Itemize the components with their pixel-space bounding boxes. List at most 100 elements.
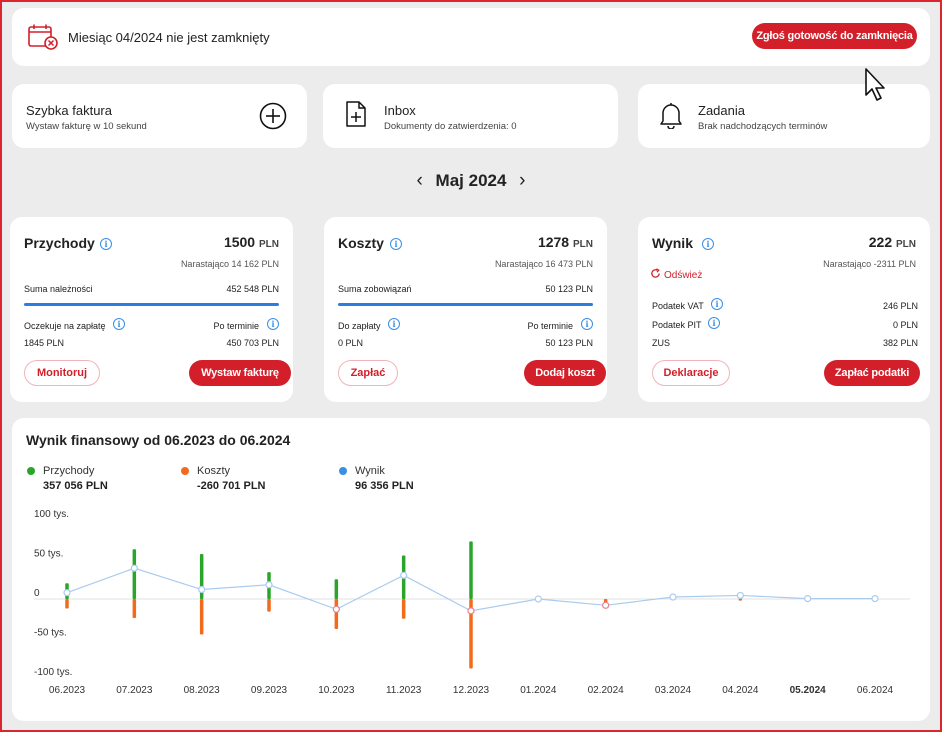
mouse-cursor-icon — [865, 68, 885, 101]
monitor-button[interactable]: Monitoruj — [24, 360, 100, 386]
sum-value: 452 548 PLN — [226, 284, 279, 294]
awaiting-value: 1845 PLN — [24, 338, 65, 348]
to-pay-label: Do zapłaty — [338, 321, 381, 331]
current-month-label: Maj 2024 — [435, 171, 507, 190]
result-point — [602, 601, 610, 609]
info-icon[interactable]: i — [581, 318, 593, 330]
y-tick-label: -100 tys. — [34, 667, 72, 678]
add-cost-button[interactable]: Dodaj koszt — [524, 360, 606, 386]
legend-item-przychody[interactable]: Przychody 357 056 PLN — [27, 462, 108, 492]
card-title: Przychody — [24, 235, 95, 251]
x-tick-label: 09.2023 — [251, 685, 288, 696]
card-amount: 222 PLN — [869, 234, 916, 250]
sum-label: Suma należności — [24, 284, 93, 294]
overdue-value: 50 123 PLN — [545, 338, 593, 348]
result-point — [804, 595, 812, 603]
bell-icon — [658, 101, 684, 134]
prev-month-chevron-icon[interactable]: ‹ — [416, 170, 423, 191]
x-tick-label: 06.2024 — [857, 685, 894, 696]
refresh-icon — [651, 268, 660, 278]
info-icon[interactable]: i — [711, 298, 723, 310]
amount-value: 222 — [868, 234, 893, 250]
x-tick-label: 03.2024 — [655, 685, 692, 696]
tile-title: Zadania — [698, 103, 745, 118]
financial-result-chart-card: Wynik finansowy od 06.2023 do 06.2024 Pr… — [12, 418, 930, 721]
result-point — [669, 593, 677, 601]
document-plus-icon — [345, 100, 367, 133]
y-tick-label: -50 tys. — [34, 628, 67, 639]
month-navigation: ‹ Maj 2024 › — [0, 170, 942, 192]
info-icon[interactable]: i — [100, 238, 112, 250]
report-ready-button[interactable]: Zgłoś gotowość do zamknięcia — [752, 23, 917, 49]
pay-button[interactable]: Zapłać — [338, 360, 398, 386]
refresh-button[interactable]: Odśwież — [650, 268, 702, 281]
tasks-tile[interactable]: Zadania Brak nadchodzących terminów — [638, 84, 930, 148]
info-icon[interactable]: i — [267, 318, 279, 330]
currency: PLN — [259, 239, 279, 250]
issue-invoice-button[interactable]: Wystaw fakturę — [189, 360, 291, 386]
bar-przychody — [469, 541, 473, 599]
x-tick-label: 04.2024 — [722, 685, 759, 696]
legend-item-koszty[interactable]: Koszty -260 701 PLN — [181, 462, 265, 492]
to-pay-value: 0 PLN — [338, 338, 364, 348]
card-amount: 1278 PLN — [538, 234, 593, 250]
bar-koszty — [267, 599, 271, 612]
info-icon[interactable]: i — [388, 318, 400, 330]
pit-value: 0 PLN — [892, 320, 918, 330]
pit-label: Podatek PIT — [652, 320, 702, 330]
x-tick-label: 11.2023 — [386, 685, 422, 696]
tile-title: Szybka faktura — [26, 103, 112, 118]
vat-label: Podatek VAT — [652, 301, 704, 311]
month-status-banner: Miesiąc 04/2024 nie jest zamknięty Zgłoś… — [12, 8, 930, 66]
progress-bar — [338, 303, 593, 306]
vat-value: 246 PLN — [882, 301, 918, 311]
card-title: Wynik — [652, 235, 693, 251]
legend-dot — [27, 466, 35, 475]
y-tick-label: 50 tys. — [34, 549, 63, 560]
x-tick-label: 07.2023 — [116, 685, 153, 696]
x-tick-label: 06.2023 — [49, 685, 86, 696]
info-icon[interactable]: i — [113, 318, 125, 330]
progress-bar — [24, 303, 279, 306]
result-point — [130, 564, 138, 572]
sum-value: 50 123 PLN — [545, 284, 593, 294]
pay-taxes-button[interactable]: Zapłać podatki — [824, 360, 920, 386]
y-tick-label: 100 tys. — [34, 509, 69, 520]
chart-title: Wynik finansowy od 06.2023 do 06.2024 — [26, 432, 291, 448]
quick-invoice-tile[interactable]: Szybka faktura Wystaw fakturę w 10 sekun… — [12, 84, 307, 148]
legend-dot — [181, 466, 189, 475]
bar-koszty — [132, 599, 137, 618]
legend-value: -260 701 PLN — [197, 480, 266, 492]
zus-value: 382 PLN — [882, 338, 918, 348]
legend-name: Koszty — [197, 464, 231, 477]
bar-przychody — [334, 579, 339, 599]
bar-koszty — [334, 599, 339, 630]
result-card: Wynik i 222 PLN Narastająco -2311 PLN Od… — [638, 217, 930, 402]
currency: PLN — [896, 239, 916, 250]
x-tick-label: 05.2024 — [790, 685, 827, 696]
info-icon[interactable]: i — [702, 238, 714, 250]
plus-circle-icon[interactable] — [259, 102, 287, 135]
inbox-tile[interactable]: Inbox Dokumenty do zatwierdzenia: 0 — [323, 84, 618, 148]
info-icon[interactable]: i — [708, 317, 720, 329]
revenue-card: Przychody i 1500 PLN Narastająco 14 162 … — [10, 217, 293, 402]
bar-koszty — [65, 599, 69, 609]
tile-subtitle: Brak nadchodzących terminów — [698, 121, 828, 132]
declarations-button[interactable]: Deklaracje — [652, 360, 730, 386]
legend-dot — [339, 466, 347, 475]
legend-item-wynik[interactable]: Wynik 96 356 PLN — [339, 462, 414, 492]
result-point — [400, 571, 408, 579]
info-icon[interactable]: i — [390, 238, 402, 250]
refresh-label: Odśwież — [664, 270, 703, 281]
result-point — [467, 607, 475, 615]
month-status-message: Miesiąc 04/2024 nie jest zamknięty — [68, 30, 270, 45]
tile-subtitle: Wystaw fakturę w 10 sekund — [26, 121, 147, 132]
bar-koszty — [199, 599, 204, 635]
legend-name: Wynik — [355, 464, 385, 477]
tile-title: Inbox — [384, 103, 416, 118]
next-month-chevron-icon[interactable]: › — [519, 170, 526, 191]
x-tick-label: 08.2023 — [184, 685, 221, 696]
cumulative-value: Narastająco -2311 PLN — [823, 259, 916, 269]
tile-subtitle: Dokumenty do zatwierdzenia: 0 — [384, 121, 517, 132]
x-tick-label: 12.2023 — [453, 685, 490, 696]
